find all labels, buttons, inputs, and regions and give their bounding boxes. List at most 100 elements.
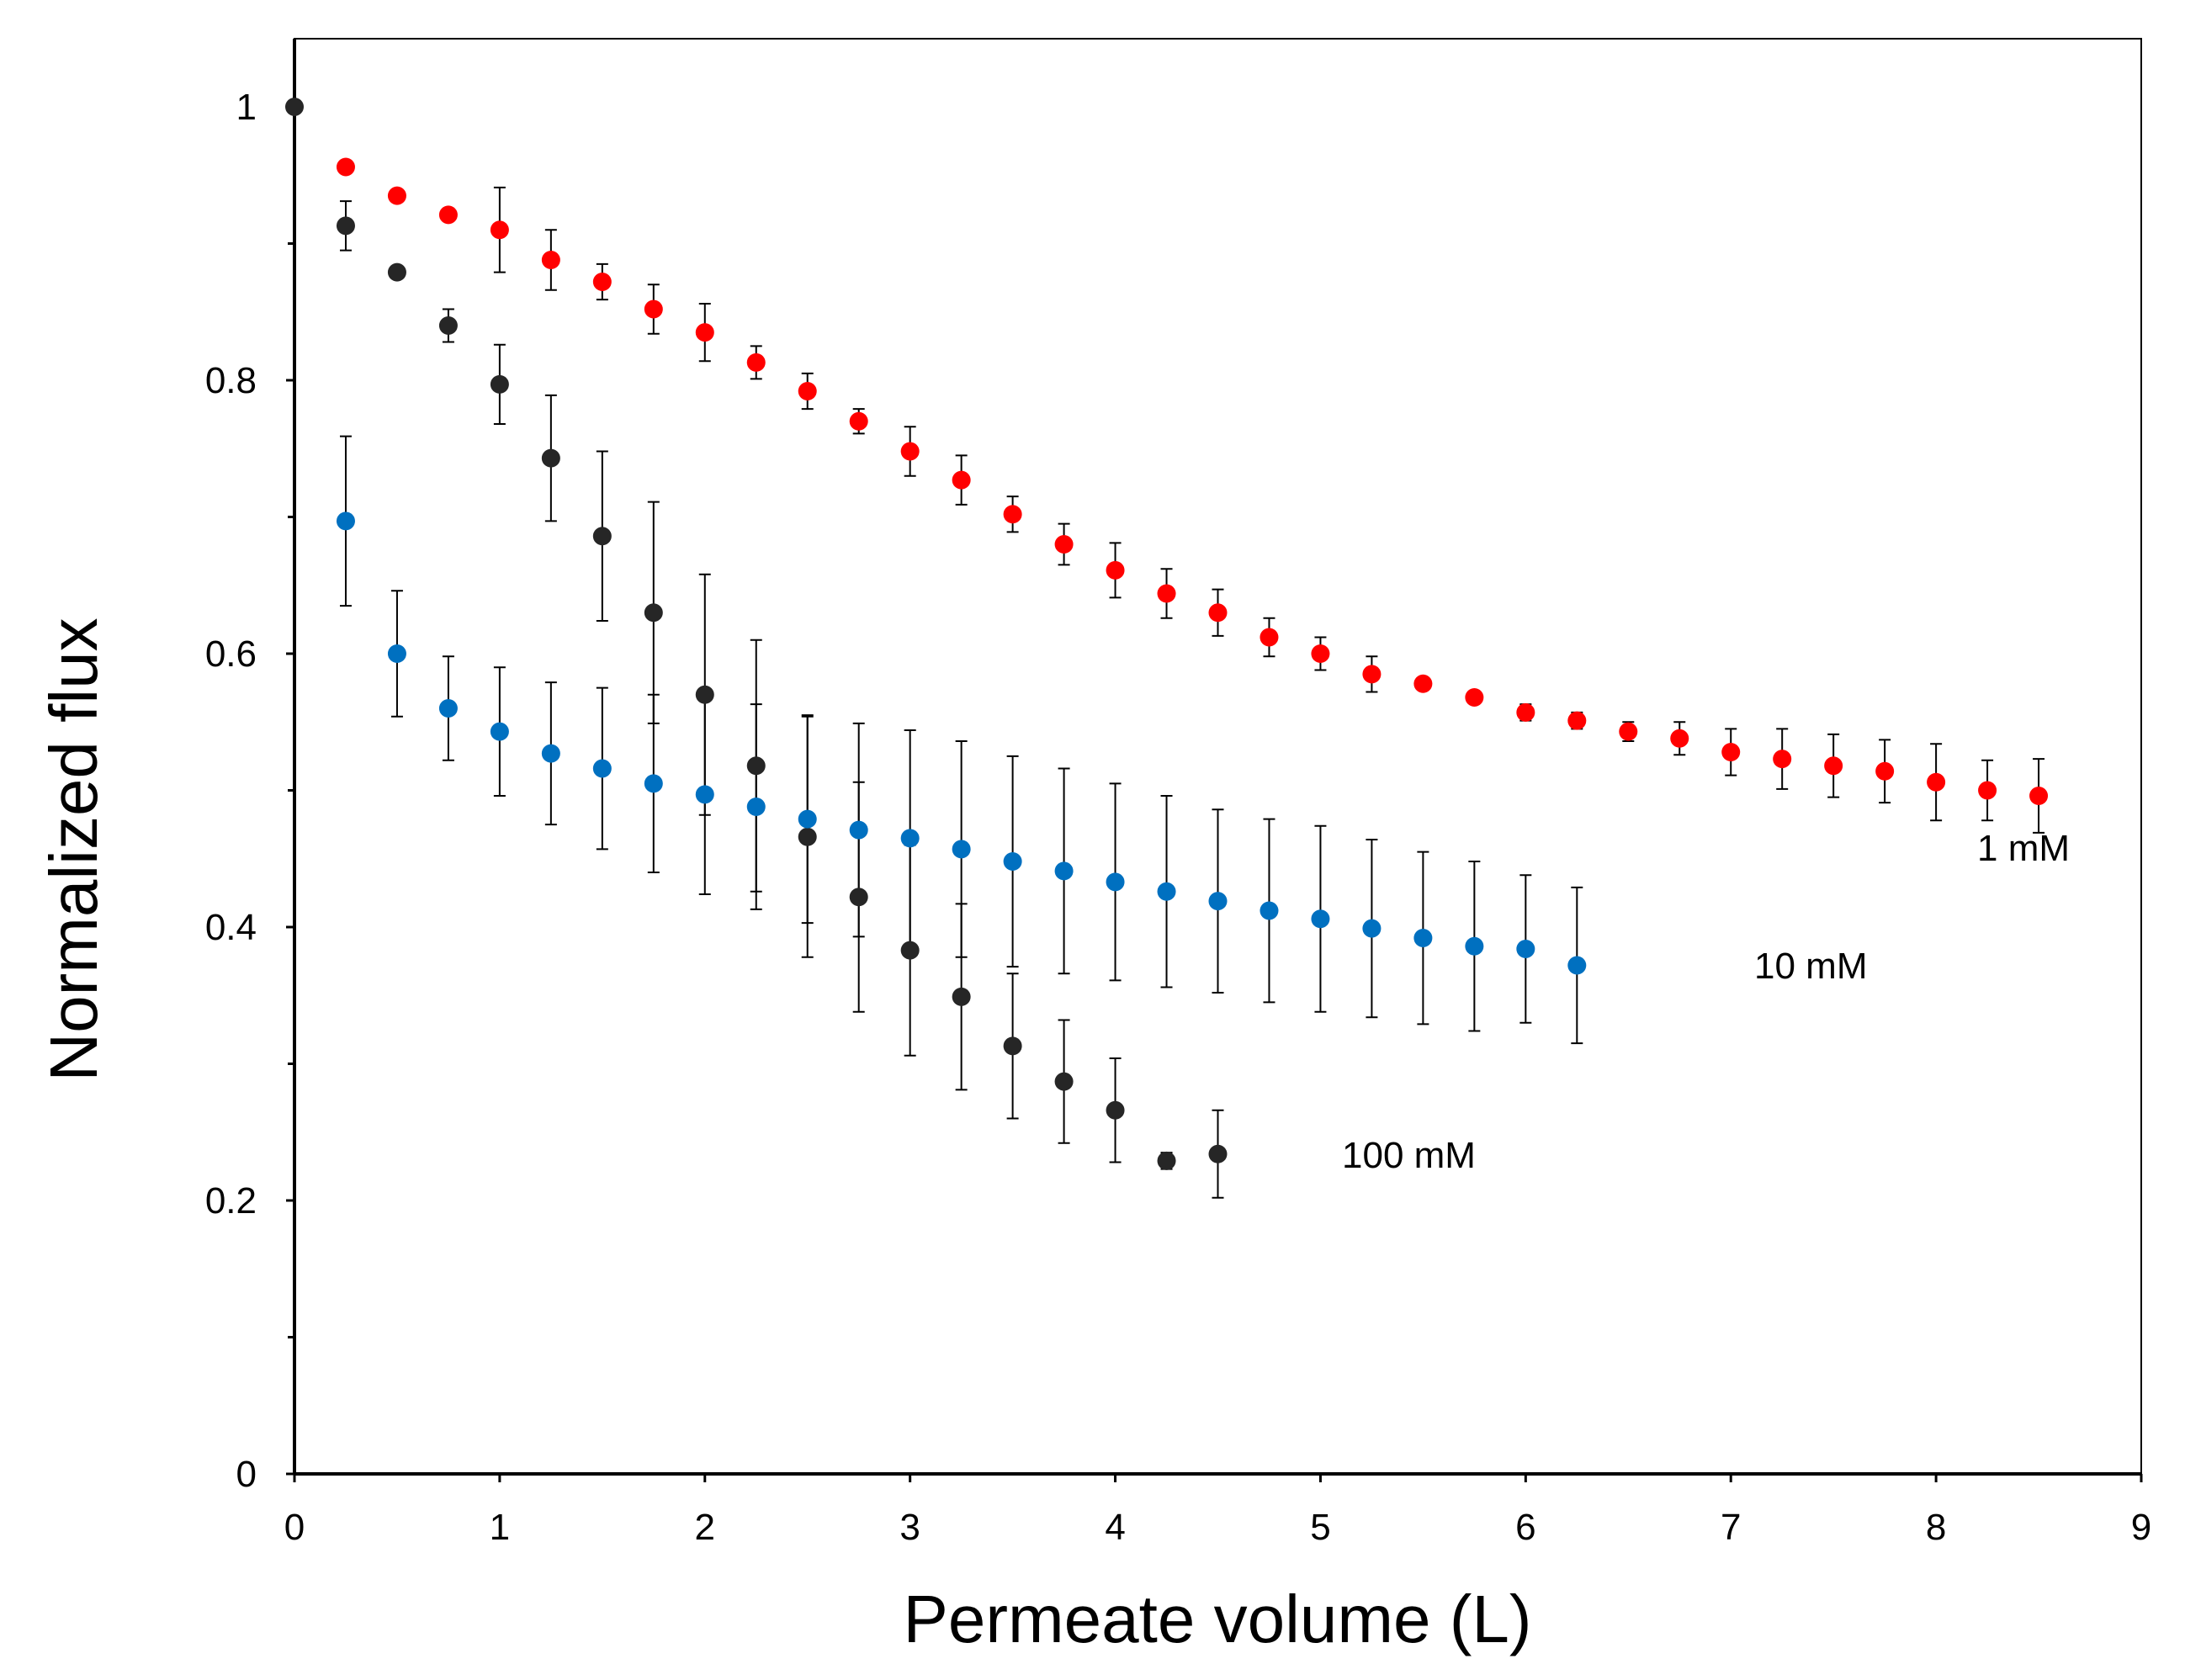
data-point-10mm <box>695 785 714 804</box>
data-point-100mm <box>746 756 766 776</box>
data-point-1mm <box>1260 628 1279 647</box>
data-point-1mm <box>1875 761 1895 781</box>
data-point-10mm <box>387 644 406 663</box>
data-point-10mm <box>438 699 458 718</box>
x-tick-label: 1 <box>490 1507 510 1548</box>
data-point-1mm <box>592 273 612 291</box>
data-point-100mm <box>490 374 509 394</box>
data-point-10mm <box>541 744 560 763</box>
y-tick-label: 0.6 <box>205 633 257 675</box>
data-point-1mm <box>336 157 355 177</box>
data-point-1mm <box>541 251 560 269</box>
data-point-1mm <box>1516 702 1535 722</box>
data-point-1mm <box>1927 772 1946 792</box>
data-point-10mm <box>1567 956 1587 975</box>
axis-tick-labels: 0 1 2 3 4 5 6 7 8 9 0 0.2 0.4 0.6 0.8 1 <box>205 87 2151 1548</box>
data-point-1mm <box>1978 781 1997 800</box>
data-point-1mm <box>1413 674 1433 693</box>
x-tick-label: 7 <box>1721 1507 1741 1548</box>
data-point-100mm <box>285 98 304 116</box>
data-point-10mm <box>1054 861 1074 881</box>
y-tick-label: 1 <box>236 87 257 128</box>
data-point-1mm <box>1824 756 1843 776</box>
data-point-1mm <box>695 323 714 342</box>
data-point-100mm <box>798 827 817 846</box>
data-point-10mm <box>490 722 509 741</box>
x-tick-label: 5 <box>1310 1507 1330 1548</box>
data-point-100mm <box>1003 1036 1022 1056</box>
x-tick-label: 9 <box>2131 1507 2151 1548</box>
data-point-100mm <box>900 941 920 960</box>
data-point-1mm <box>2029 787 2049 805</box>
data-point-1mm <box>1157 584 1176 603</box>
y-tick-label: 0.4 <box>205 907 257 948</box>
data-point-1mm <box>952 470 971 490</box>
data-point-1mm <box>849 411 868 431</box>
data-point-1mm <box>1362 665 1382 684</box>
data-point-10mm <box>1413 929 1433 947</box>
data-point-1mm <box>1619 722 1638 741</box>
data-point-1mm <box>746 352 766 372</box>
data-point-10mm <box>1208 892 1228 911</box>
data-point-10mm <box>644 774 663 793</box>
axis-ticks <box>286 105 2143 1482</box>
data-point-100mm <box>644 603 663 623</box>
data-points <box>285 98 2049 1170</box>
data-point-100mm <box>1157 1151 1176 1170</box>
data-point-100mm <box>592 527 612 546</box>
data-point-100mm <box>849 888 868 907</box>
x-axis-title: Permeate volume (L) <box>904 1582 1532 1656</box>
y-tick-label: 0 <box>236 1454 257 1495</box>
data-point-10mm <box>1516 940 1535 958</box>
data-point-100mm <box>1106 1100 1125 1120</box>
y-tick-label: 0.2 <box>205 1180 257 1222</box>
data-point-1mm <box>1567 711 1587 730</box>
data-point-100mm <box>438 316 458 335</box>
data-point-1mm <box>1003 505 1022 524</box>
x-tick-label: 0 <box>284 1507 305 1548</box>
data-point-100mm <box>1054 1072 1074 1091</box>
data-point-10mm <box>798 809 817 829</box>
data-point-10mm <box>849 820 868 840</box>
x-tick-label: 2 <box>695 1507 715 1548</box>
series-label-100mm: 100 mM <box>1342 1135 1476 1176</box>
data-point-1mm <box>1670 729 1689 748</box>
x-tick-label: 6 <box>1515 1507 1535 1548</box>
y-tick-label: 0.8 <box>205 360 257 401</box>
data-point-1mm <box>1721 743 1741 761</box>
data-point-1mm <box>1208 603 1228 623</box>
data-point-1mm <box>387 186 406 205</box>
data-point-1mm <box>644 299 663 319</box>
data-point-100mm <box>695 685 714 704</box>
y-axis-title: Normalized flux <box>36 617 111 1081</box>
series-label-1mm: 1 mM <box>1977 828 2070 869</box>
data-point-10mm <box>900 829 920 848</box>
data-point-1mm <box>1311 644 1330 663</box>
data-point-1mm <box>1054 535 1074 554</box>
data-point-10mm <box>1465 936 1484 956</box>
data-point-1mm <box>1106 560 1125 580</box>
data-point-1mm <box>900 442 920 461</box>
series-label-10mm: 10 mM <box>1754 946 1867 987</box>
data-point-1mm <box>1465 688 1484 707</box>
data-point-1mm <box>438 205 458 225</box>
x-tick-label: 8 <box>1926 1507 1946 1548</box>
data-point-10mm <box>1362 919 1382 938</box>
data-point-10mm <box>1106 872 1125 892</box>
data-point-1mm <box>798 382 817 400</box>
data-point-10mm <box>1003 852 1022 871</box>
data-point-10mm <box>1157 882 1176 901</box>
data-point-10mm <box>592 759 612 778</box>
data-point-10mm <box>336 511 355 531</box>
data-point-100mm <box>541 448 560 468</box>
data-point-1mm <box>1773 750 1792 769</box>
data-point-10mm <box>746 798 766 816</box>
data-point-10mm <box>1311 909 1330 929</box>
x-tick-label: 4 <box>1105 1507 1125 1548</box>
data-point-10mm <box>952 840 971 859</box>
data-point-100mm <box>336 216 355 236</box>
data-point-10mm <box>1260 901 1279 920</box>
data-point-1mm <box>490 220 509 240</box>
